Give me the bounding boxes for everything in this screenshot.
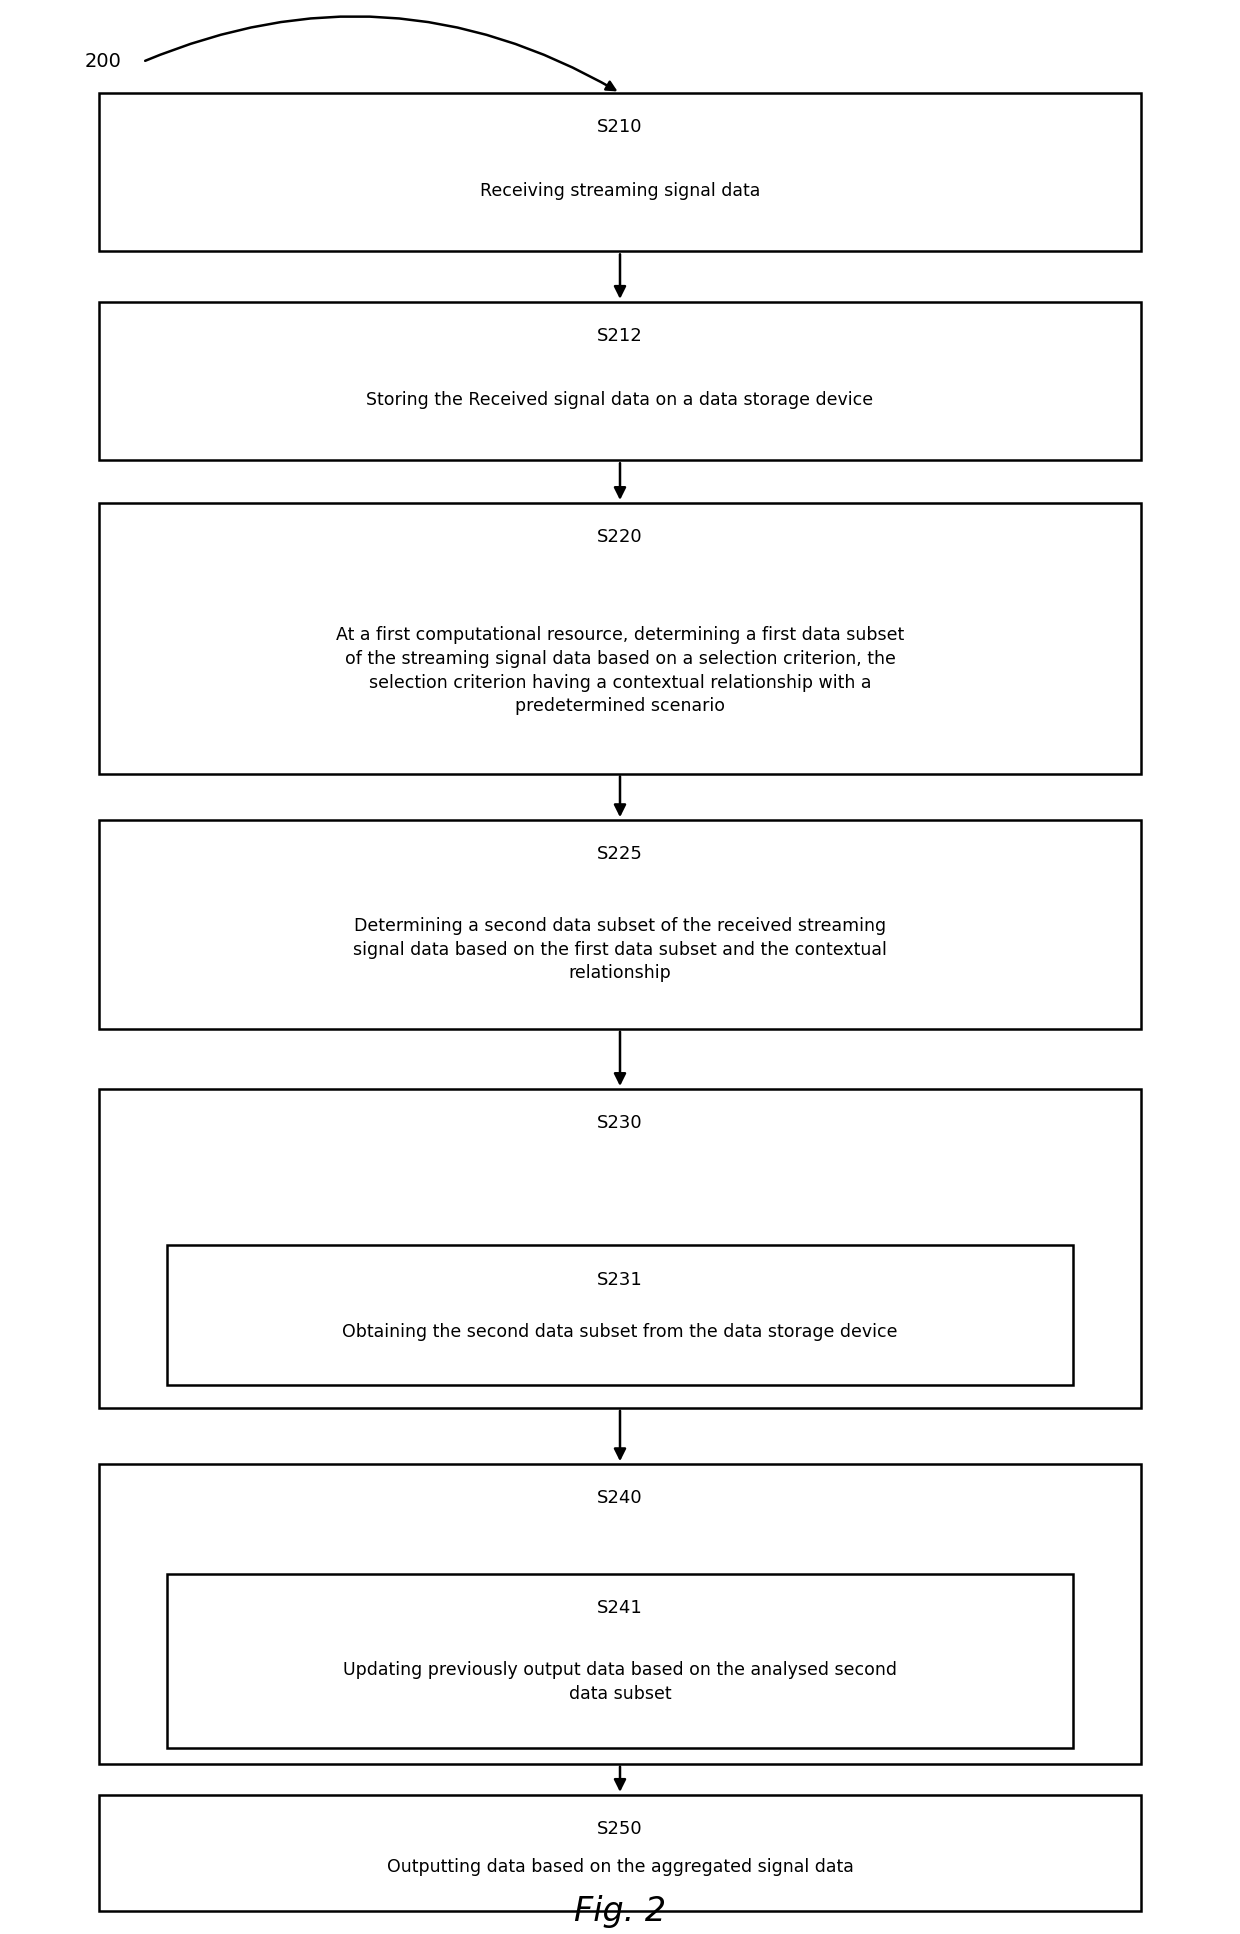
FancyBboxPatch shape [167,1245,1073,1385]
Text: Storing the Received signal data on a data storage device: Storing the Received signal data on a da… [367,391,873,408]
Text: At a second computational resource, analysing the second data
subset using an al: At a second computational resource, anal… [342,1267,898,1307]
Text: S230: S230 [598,1114,642,1131]
Text: Receiving streaming signal data: Receiving streaming signal data [480,182,760,199]
FancyBboxPatch shape [99,1795,1141,1911]
Text: S241: S241 [598,1599,642,1617]
Text: S220: S220 [598,528,642,545]
Text: S250: S250 [598,1820,642,1837]
Text: Outputting data based on the aggregated signal data: Outputting data based on the aggregated … [387,1859,853,1876]
Text: Fig. 2: Fig. 2 [574,1895,666,1928]
Text: S212: S212 [598,327,642,344]
FancyBboxPatch shape [99,1089,1141,1408]
FancyBboxPatch shape [99,820,1141,1029]
Text: S225: S225 [598,845,642,863]
FancyBboxPatch shape [99,1464,1141,1764]
FancyBboxPatch shape [99,503,1141,774]
FancyBboxPatch shape [167,1574,1073,1748]
Text: Updating previously output data based on the analysed second
data subset: Updating previously output data based on… [343,1661,897,1704]
Text: At a first computational resource, determining a first data subset
of the stream: At a first computational resource, deter… [336,627,904,716]
Text: S231: S231 [598,1271,642,1288]
Text: Forming aggregated signal data based on the received
streaming signal data and t: Forming aggregated signal data based on … [358,1628,882,1671]
FancyBboxPatch shape [99,302,1141,460]
Text: Obtaining the second data subset from the data storage device: Obtaining the second data subset from th… [342,1323,898,1340]
Text: 200: 200 [84,52,122,72]
Text: Determining a second data subset of the received streaming
signal data based on : Determining a second data subset of the … [353,917,887,982]
Text: S240: S240 [598,1489,642,1507]
FancyBboxPatch shape [99,93,1141,251]
Text: S210: S210 [598,118,642,135]
